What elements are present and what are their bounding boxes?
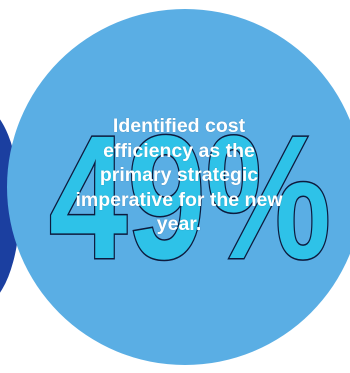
main-circle-background [7, 9, 350, 365]
stat-value: 49% [49, 100, 331, 296]
stat-description: Identified cost efficiency as the primar… [75, 115, 283, 235]
